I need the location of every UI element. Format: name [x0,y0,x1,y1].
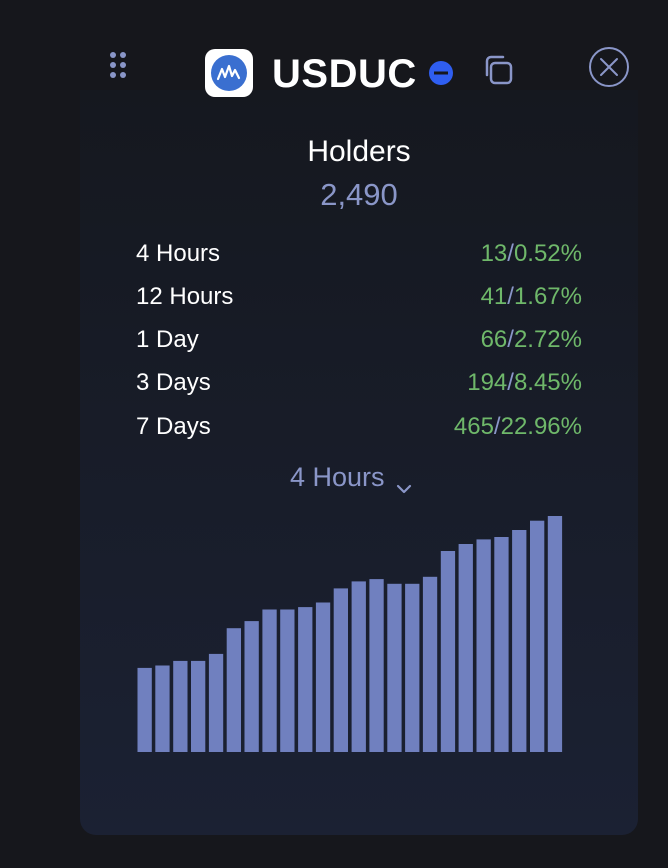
row-label: 1 Day [136,326,199,353]
period-dropdown[interactable]: 4 Hours [290,462,415,493]
bar-10 [298,607,313,752]
row-percent: 0.52% [513,240,582,267]
holders-row-12h: 12 Hours 41/1.67% [136,283,582,315]
row-count: 41 [480,283,508,310]
bar-3 [173,660,188,752]
bar-13 [351,581,366,752]
bar-5 [208,653,224,752]
bar-6 [226,628,241,752]
chevron-down-icon [393,472,415,493]
close-icon[interactable] [588,46,630,88]
bar-12 [333,588,348,752]
row-count: 66 [480,326,508,353]
bar-9 [280,609,295,752]
bar-21 [494,537,509,752]
row-value: 465/22.96% [453,413,582,440]
copy-icon[interactable] [481,53,515,87]
status-minus-icon [429,61,453,85]
drag-handle-icon[interactable] [110,52,128,84]
row-value: 13/0.52% [480,240,582,267]
bar-11 [315,602,331,752]
row-label: 12 Hours [136,283,234,310]
row-label: 7 Days [136,413,211,440]
bar-20 [476,539,491,752]
row-count: 465 [453,413,494,440]
row-count: 13 [480,240,508,267]
row-percent: 1.67% [513,283,582,310]
bar-8 [262,609,277,752]
holders-row-1d: 1 Day 66/2.72% [136,326,582,358]
bar-17 [422,576,438,752]
bar-4 [191,660,206,752]
row-value: 66/2.72% [480,326,582,353]
row-percent: 2.72% [513,326,582,353]
period-value: 4 Hours [290,462,385,492]
holders-count: 2,490 [320,177,398,212]
bar-23 [530,520,545,752]
bar-2 [155,665,170,752]
bar-1 [137,667,152,752]
holders-heading: Holders [307,135,411,168]
row-label: 3 Days [136,369,211,396]
bar-14 [369,579,384,752]
bar-24 [547,516,563,752]
bar-22 [512,530,527,752]
bar-16 [405,583,420,752]
holders-row-3d: 3 Days 194/8.45% [136,369,582,401]
row-label: 4 Hours [136,240,221,267]
bar-19 [458,544,473,752]
row-count: 194 [467,369,508,396]
row-value: 41/1.67% [480,283,582,310]
token-logo [205,49,253,97]
bar-7 [244,621,259,752]
holders-row-4h: 4 Hours 13/0.52% [136,240,582,272]
holders-row-7d: 7 Days 465/22.96% [136,413,582,445]
holders-bar-chart [137,516,563,752]
row-percent: 8.45% [513,369,582,396]
bar-15 [387,583,402,752]
row-value: 194/8.45% [467,369,582,396]
token-symbol: USDUC [272,52,417,96]
row-percent: 22.96% [500,413,582,440]
bar-18 [440,551,456,752]
